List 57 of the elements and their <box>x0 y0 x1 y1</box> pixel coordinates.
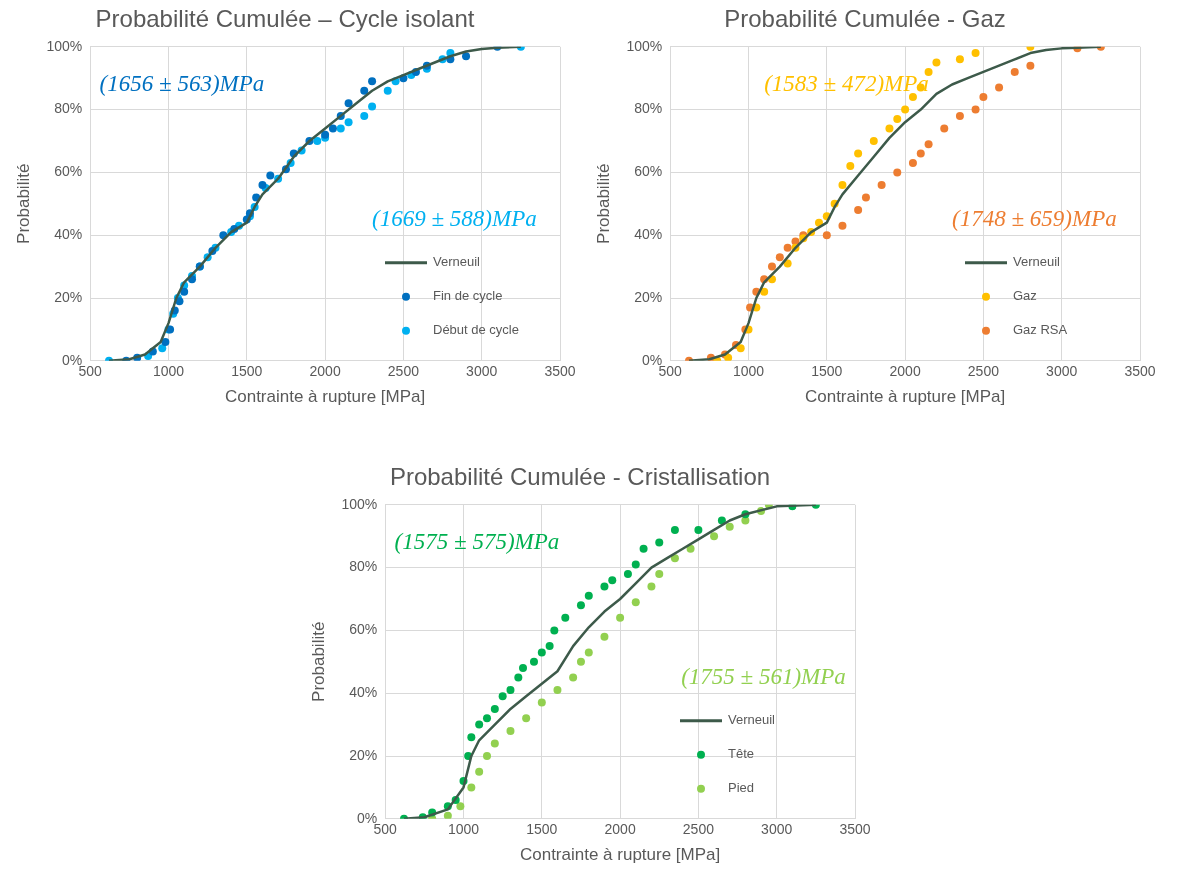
x-tick-label: 2000 <box>889 363 921 380</box>
y-axis-title: Probabilité <box>593 163 613 244</box>
legend-label: Verneuil <box>1013 254 1061 270</box>
y-tick-label: 40% <box>634 226 663 243</box>
legend-label: Tête <box>728 746 755 762</box>
y-axis-title: Probabilité <box>13 163 33 244</box>
legend-label: Début de cycle <box>433 322 519 338</box>
x-tick-label: 2500 <box>967 363 1000 380</box>
y-tick-label: 80% <box>349 558 378 575</box>
y-tick-label: 20% <box>54 288 83 305</box>
x-tick-label: 3000 <box>761 821 793 838</box>
y-tick-label: 60% <box>349 621 378 638</box>
annotation: (1748 ± 659)MPa <box>952 205 1117 231</box>
chart-title: Probabilité Cumulée - Cristallisation <box>389 463 771 491</box>
x-tick-label: 2000 <box>309 363 341 380</box>
x-tick-label: 2500 <box>387 363 420 380</box>
x-tick-label: 3500 <box>1124 363 1156 380</box>
x-tick-label: 1000 <box>732 363 765 380</box>
x-tick-label: 1500 <box>231 363 263 380</box>
y-tick-label: 60% <box>634 163 663 180</box>
y-tick-label: 20% <box>634 288 663 305</box>
x-tick-label: 3000 <box>466 363 498 380</box>
y-tick-label: 20% <box>349 746 378 763</box>
legend-label: Gaz RSA <box>1013 322 1068 338</box>
legend-label: Pied <box>728 780 755 796</box>
y-tick-label: 100% <box>626 37 663 54</box>
x-tick-label: 2500 <box>682 821 715 838</box>
x-axis-title: Contrainte à rupture [MPa] <box>804 387 1006 407</box>
chart-title: Probabilité Cumulée – Cycle isolant <box>95 5 475 33</box>
y-tick-label: 40% <box>54 226 83 243</box>
annotation: (1575 ± 575)MPa <box>394 528 560 554</box>
x-tick-label: 3000 <box>1046 363 1078 380</box>
legend-label: Fin de cycle <box>433 288 503 304</box>
y-tick-label: 60% <box>54 163 83 180</box>
legend-label: Verneuil <box>433 254 481 270</box>
annotation: (1583 ± 472)MPa <box>764 70 929 96</box>
y-tick-label: 100% <box>46 37 83 54</box>
y-tick-label: 80% <box>54 100 83 117</box>
annotation: (1755 ± 561)MPa <box>681 663 846 689</box>
x-axis-title: Contrainte à rupture [MPa] <box>224 387 426 407</box>
x-tick-label: 1000 <box>152 363 185 380</box>
annotation: (1656 ± 563)MPa <box>99 70 265 96</box>
y-axis-title: Probabilité <box>308 621 328 702</box>
legend-label: Gaz <box>1013 288 1037 304</box>
x-tick-label: 3500 <box>544 363 576 380</box>
x-tick-label: 3500 <box>839 821 871 838</box>
y-tick-label: 100% <box>341 495 378 512</box>
y-tick-label: 40% <box>349 684 378 701</box>
x-tick-label: 2000 <box>604 821 636 838</box>
x-tick-label: 1000 <box>447 821 480 838</box>
chart-title: Probabilité Cumulée - Gaz <box>724 5 1006 33</box>
annotation: (1669 ± 588)MPa <box>372 205 537 231</box>
x-tick-label: 1500 <box>811 363 843 380</box>
x-tick-label: 1500 <box>526 821 558 838</box>
x-axis-title: Contrainte à rupture [MPa] <box>519 845 721 865</box>
y-tick-label: 80% <box>634 100 663 117</box>
legend-label: Verneuil <box>728 712 776 728</box>
